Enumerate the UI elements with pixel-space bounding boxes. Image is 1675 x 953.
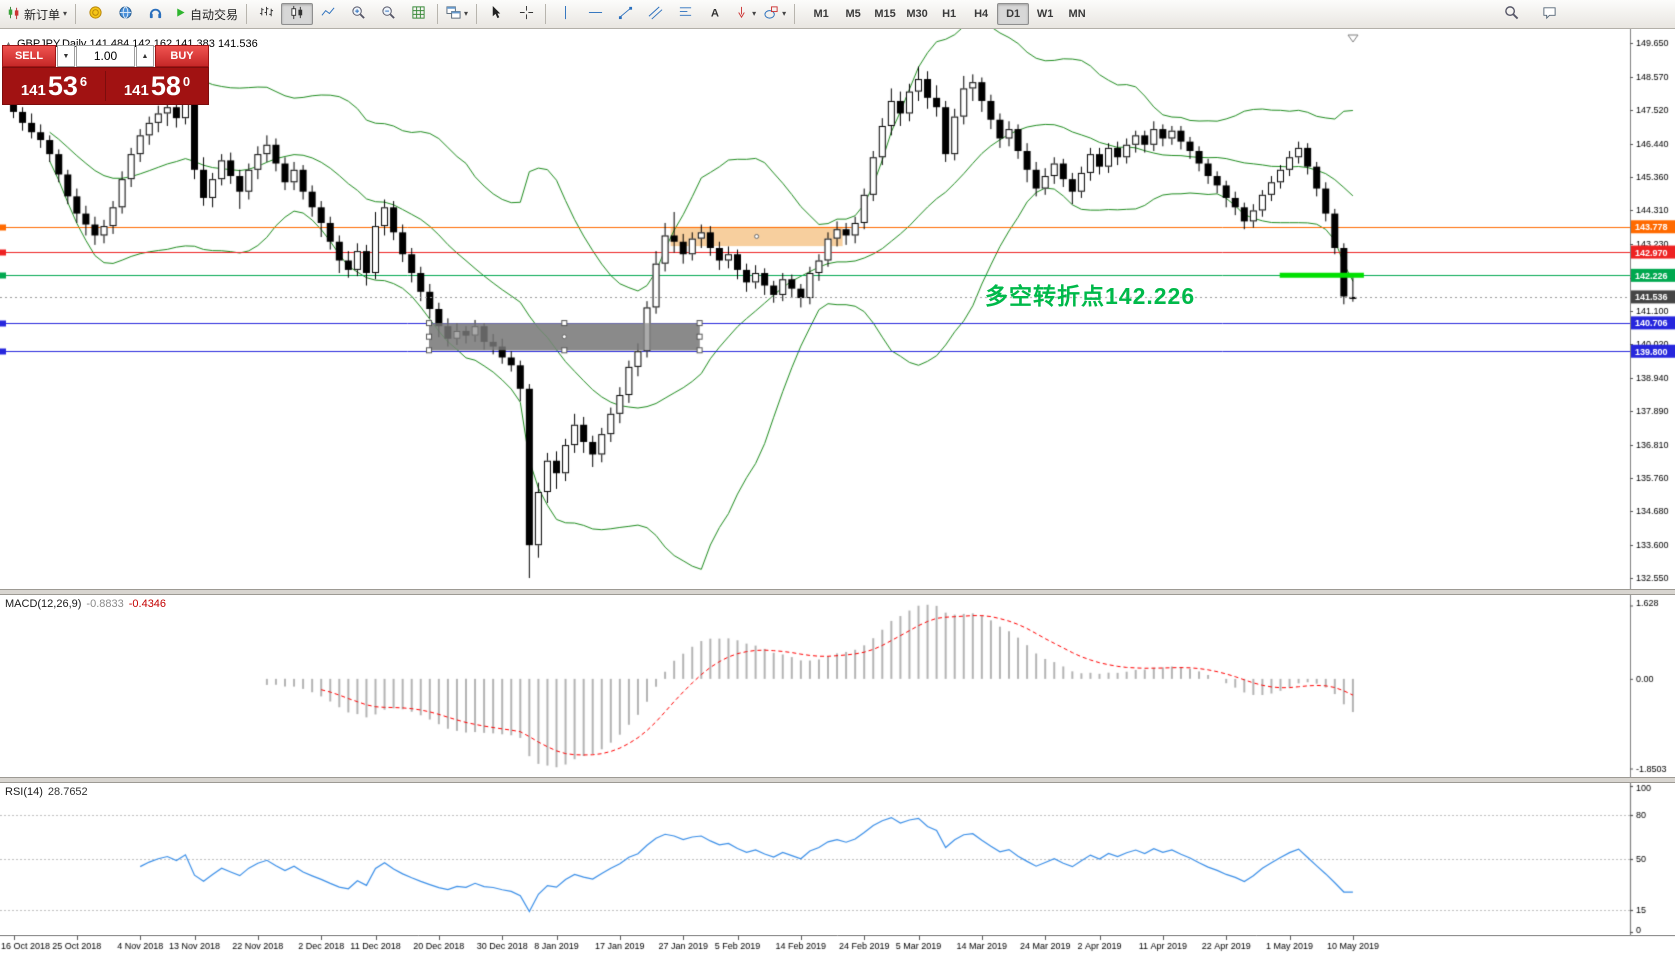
trendline-tool-button[interactable] bbox=[610, 2, 640, 26]
rsi-label: RSI(14) 28.7652 bbox=[5, 786, 88, 798]
coin-icon bbox=[88, 5, 103, 23]
support-button[interactable] bbox=[140, 2, 170, 26]
timeframe-toolbar: M1 M5 M15 M30 H1 H4 D1 W1 MN bbox=[805, 3, 1093, 25]
macd-canvas[interactable] bbox=[0, 595, 1675, 777]
macd-panel: MACD(12,26,9) -0.8833 -0.4346 bbox=[0, 595, 1675, 777]
new-order-button[interactable]: 新订单 ▾ bbox=[3, 2, 71, 26]
new-order-caret-icon: ▾ bbox=[63, 9, 68, 18]
bar-chart-button[interactable] bbox=[251, 2, 281, 26]
sell-button[interactable]: SELL bbox=[2, 45, 56, 67]
toolbar-separator bbox=[476, 4, 478, 24]
vertical-line-icon bbox=[558, 5, 573, 23]
timeframe-button-m15[interactable]: M15 bbox=[874, 8, 896, 20]
toolbar-separator bbox=[545, 4, 547, 24]
svg-text:A: A bbox=[710, 7, 718, 19]
line-chart-icon bbox=[321, 5, 336, 23]
timeframe-button-h4[interactable]: H4 bbox=[974, 8, 989, 20]
zoom-out-button[interactable] bbox=[373, 2, 403, 26]
trendline-icon bbox=[618, 5, 633, 23]
timeframe-button-m1[interactable]: M1 bbox=[813, 8, 829, 20]
zoom-in-button[interactable] bbox=[343, 2, 373, 26]
timeframe-button-d1[interactable]: D1 bbox=[997, 3, 1030, 25]
search-button[interactable] bbox=[1496, 2, 1526, 26]
panel-splitter[interactable] bbox=[0, 777, 1675, 783]
fibonacci-icon bbox=[678, 5, 693, 23]
channel-icon bbox=[648, 5, 663, 23]
toolbar-separator bbox=[75, 4, 77, 24]
horizontal-line-icon bbox=[588, 5, 603, 23]
toolbar-right-group bbox=[1496, 2, 1564, 26]
timeframe-button-mn[interactable]: MN bbox=[1068, 8, 1086, 20]
pivot-annotation: 多空转折点142.226 bbox=[985, 283, 1196, 309]
panel-splitter[interactable] bbox=[0, 589, 1675, 595]
arrows-tool-button[interactable]: ▾ bbox=[730, 2, 760, 26]
new-order-label: 新订单 bbox=[24, 7, 61, 22]
sell-price[interactable]: 141 53 6 bbox=[20, 70, 88, 101]
shapes-caret-icon: ▾ bbox=[782, 9, 787, 18]
rsi-canvas[interactable] bbox=[0, 783, 1675, 935]
buy-price[interactable]: 141 58 0 bbox=[123, 70, 191, 101]
price-chart-canvas[interactable] bbox=[0, 29, 1675, 589]
collapse-panel-arrow-icon[interactable]: ▲ bbox=[5, 40, 12, 48]
macd-label: MACD(12,26,9) -0.8833 -0.4346 bbox=[5, 598, 167, 610]
crosshair-button[interactable] bbox=[511, 2, 541, 26]
horizontal-line-tool-button[interactable] bbox=[580, 2, 610, 26]
market-button[interactable] bbox=[80, 2, 110, 26]
timeframe-button-m30[interactable]: M30 bbox=[906, 8, 928, 20]
main-chart-panel: ▲ GBPJPY,Daily 141.484 142.162 141.383 1… bbox=[0, 29, 1675, 589]
cursor-button[interactable] bbox=[481, 2, 511, 26]
timeframe-button-m5[interactable]: M5 bbox=[845, 8, 861, 20]
time-axis bbox=[0, 935, 1675, 953]
tile-windows-button[interactable]: ▾ bbox=[442, 2, 472, 26]
text-tool-icon: A bbox=[708, 5, 723, 23]
tile-windows-caret-icon: ▾ bbox=[464, 9, 469, 18]
fibonacci-tool-button[interactable] bbox=[670, 2, 700, 26]
tile-windows-icon bbox=[446, 5, 461, 23]
vertical-line-tool-button[interactable] bbox=[550, 2, 580, 26]
crosshair-icon bbox=[519, 5, 534, 23]
line-chart-button[interactable] bbox=[313, 2, 343, 26]
search-icon bbox=[1504, 5, 1519, 23]
one-click-trading-panel: SELL ▼ ▲ BUY 141 53 6 141 58 0 bbox=[2, 45, 209, 105]
zoom-out-icon bbox=[381, 5, 396, 23]
autotrading-label: 自动交易 bbox=[190, 7, 239, 22]
shapes-icon bbox=[764, 5, 779, 23]
toolbar-separator bbox=[246, 4, 248, 24]
grid-button[interactable] bbox=[403, 2, 433, 26]
ohlc-bars-icon bbox=[259, 5, 274, 23]
globe-icon bbox=[118, 5, 133, 23]
price-divider bbox=[105, 71, 106, 101]
chat-button[interactable] bbox=[1534, 2, 1564, 26]
candlestick-chart-button[interactable] bbox=[281, 3, 314, 25]
volume-input[interactable] bbox=[76, 45, 135, 67]
chat-icon bbox=[1542, 5, 1557, 23]
text-tool-button[interactable]: A bbox=[700, 2, 730, 26]
headset-icon bbox=[148, 5, 163, 23]
toolbar-separator bbox=[437, 4, 439, 24]
candlestick-icon bbox=[290, 5, 305, 23]
play-icon bbox=[174, 6, 187, 22]
community-button[interactable] bbox=[110, 2, 140, 26]
toolbar-separator bbox=[794, 4, 796, 24]
zoom-in-icon bbox=[351, 5, 366, 23]
arrow-tool-icon bbox=[734, 5, 749, 23]
shapes-tool-button[interactable]: ▾ bbox=[760, 2, 790, 26]
timeframe-button-w1[interactable]: W1 bbox=[1036, 8, 1054, 20]
cursor-icon bbox=[489, 5, 504, 23]
buy-button[interactable]: BUY bbox=[155, 45, 209, 67]
timeframe-button-h1[interactable]: H1 bbox=[942, 8, 957, 20]
new-order-icon bbox=[7, 6, 21, 23]
volume-down-button[interactable]: ▼ bbox=[57, 45, 75, 67]
arrows-caret-icon: ▾ bbox=[752, 9, 757, 18]
channel-tool-button[interactable] bbox=[640, 2, 670, 26]
toolbar: 新订单 ▾ 自动交易 ▾ A ▾ ▾ M1 M5 M15 M30 H1 H4 D1 W bbox=[0, 0, 1675, 29]
rsi-panel: RSI(14) 28.7652 bbox=[0, 783, 1675, 935]
grid-icon bbox=[411, 5, 426, 23]
autotrading-button[interactable]: 自动交易 bbox=[170, 2, 242, 26]
volume-up-button[interactable]: ▲ bbox=[136, 45, 154, 67]
time-axis-canvas[interactable] bbox=[0, 935, 1675, 953]
